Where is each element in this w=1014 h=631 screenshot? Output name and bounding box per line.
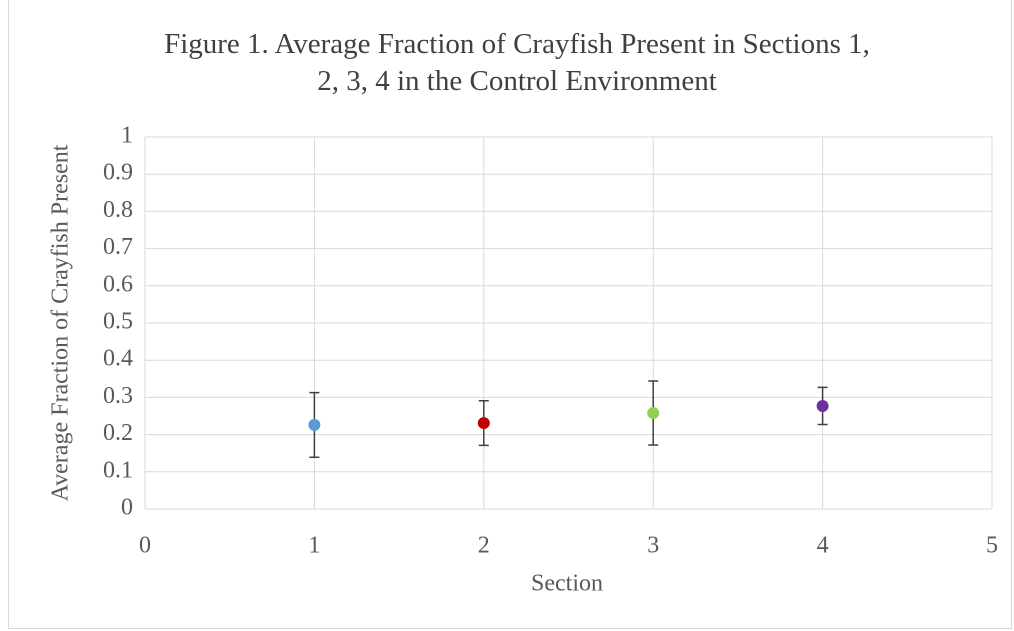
x-tick-label: 2 [478,533,490,559]
data-point [816,399,829,412]
chart-frame [8,0,1012,629]
y-tick-label: 0.2 [103,420,133,446]
data-point [477,417,490,430]
y-tick-label: 0.7 [103,234,133,260]
data-point [647,407,660,420]
y-tick-label: 0.8 [103,197,133,223]
y-tick-label: 0 [121,495,133,521]
y-tick-label: 0.3 [103,383,133,409]
y-axis-label: Average Fraction of Crayfish Present [48,144,74,501]
x-tick-label: 3 [647,533,659,559]
y-tick-label: 0.1 [103,457,133,483]
chart-title: Figure 1. Average Fraction of Crayfish P… [164,28,870,97]
x-tick-label: 5 [986,533,998,559]
y-tick-label: 1 [121,123,133,149]
y-tick-label: 0.9 [103,160,133,186]
x-tick-label: 4 [817,533,829,559]
x-axis-label: Section [531,571,603,597]
y-tick-label: 0.6 [103,271,133,297]
data-point [308,418,321,431]
x-tick-label: 0 [139,533,151,559]
y-tick-label: 0.4 [103,346,133,372]
y-tick-label: 0.5 [103,309,133,335]
x-tick-label: 1 [308,533,320,559]
